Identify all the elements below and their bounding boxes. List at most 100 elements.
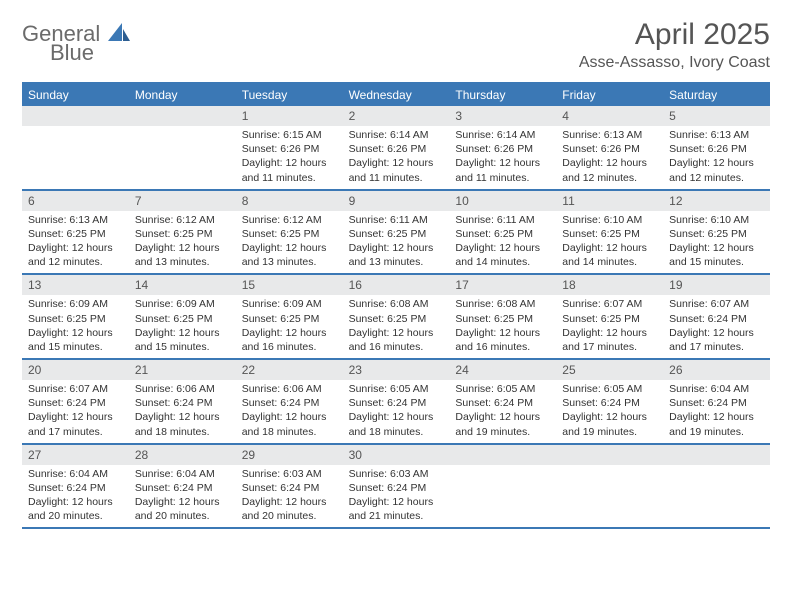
- day-info: Sunrise: 6:08 AMSunset: 6:25 PMDaylight:…: [343, 295, 450, 358]
- calendar-cell: 18Sunrise: 6:07 AMSunset: 6:25 PMDayligh…: [556, 275, 663, 358]
- brand-sail-icon: [108, 21, 130, 46]
- day-number: 6: [22, 191, 129, 211]
- day-info: Sunrise: 6:11 AMSunset: 6:25 PMDaylight:…: [343, 211, 450, 274]
- calendar-cell: .: [129, 106, 236, 189]
- title-block: April 2025 Asse-Assasso, Ivory Coast: [579, 18, 770, 72]
- weekday-header: Wednesday: [343, 84, 450, 106]
- calendar-cell: .: [22, 106, 129, 189]
- day-info: Sunrise: 6:06 AMSunset: 6:24 PMDaylight:…: [129, 380, 236, 443]
- calendar-week-row: 27Sunrise: 6:04 AMSunset: 6:24 PMDayligh…: [22, 445, 770, 530]
- day-info: Sunrise: 6:09 AMSunset: 6:25 PMDaylight:…: [236, 295, 343, 358]
- location-subtitle: Asse-Assasso, Ivory Coast: [579, 54, 770, 72]
- day-number: 3: [449, 106, 556, 126]
- day-number: 21: [129, 360, 236, 380]
- day-info: Sunrise: 6:12 AMSunset: 6:25 PMDaylight:…: [236, 211, 343, 274]
- day-info: Sunrise: 6:05 AMSunset: 6:24 PMDaylight:…: [343, 380, 450, 443]
- calendar-cell: 16Sunrise: 6:08 AMSunset: 6:25 PMDayligh…: [343, 275, 450, 358]
- calendar-cell: 29Sunrise: 6:03 AMSunset: 6:24 PMDayligh…: [236, 445, 343, 528]
- calendar-cell: 23Sunrise: 6:05 AMSunset: 6:24 PMDayligh…: [343, 360, 450, 443]
- day-info: Sunrise: 6:07 AMSunset: 6:24 PMDaylight:…: [22, 380, 129, 443]
- day-number: 9: [343, 191, 450, 211]
- day-number: 24: [449, 360, 556, 380]
- calendar-cell: 20Sunrise: 6:07 AMSunset: 6:24 PMDayligh…: [22, 360, 129, 443]
- weekday-header: Thursday: [449, 84, 556, 106]
- day-info: Sunrise: 6:10 AMSunset: 6:25 PMDaylight:…: [663, 211, 770, 274]
- day-info: Sunrise: 6:13 AMSunset: 6:25 PMDaylight:…: [22, 211, 129, 274]
- calendar-cell: 21Sunrise: 6:06 AMSunset: 6:24 PMDayligh…: [129, 360, 236, 443]
- calendar-week-row: 13 Sunrise: 6:09 AMSunset: 6:25 PMDayligh…: [22, 275, 770, 360]
- day-number: 13: [22, 275, 129, 295]
- day-info: Sunrise: 6:10 AMSunset: 6:25 PMDaylight:…: [556, 211, 663, 274]
- calendar-body: . . 1Sunrise: 6:15 AMSunset: 6:26 PMDayl…: [22, 106, 770, 529]
- day-number: 23: [343, 360, 450, 380]
- day-info: Sunrise: 6:05 AMSunset: 6:24 PMDaylight:…: [449, 380, 556, 443]
- day-info: Sunrise: 6:11 AMSunset: 6:25 PMDaylight:…: [449, 211, 556, 274]
- day-number: .: [449, 445, 556, 465]
- day-number: 11: [556, 191, 663, 211]
- day-number: 17: [449, 275, 556, 295]
- calendar-cell: 2Sunrise: 6:14 AMSunset: 6:26 PMDaylight…: [343, 106, 450, 189]
- brand-logo: General Blue: [22, 18, 130, 64]
- calendar-cell: 3Sunrise: 6:14 AMSunset: 6:26 PMDaylight…: [449, 106, 556, 189]
- day-info: Sunrise: 6:04 AMSunset: 6:24 PMDaylight:…: [22, 465, 129, 528]
- calendar-week-row: . . 1Sunrise: 6:15 AMSunset: 6:26 PMDayl…: [22, 106, 770, 191]
- day-number: 4: [556, 106, 663, 126]
- day-number: 16: [343, 275, 450, 295]
- calendar-cell: 28Sunrise: 6:04 AMSunset: 6:24 PMDayligh…: [129, 445, 236, 528]
- month-title: April 2025: [579, 18, 770, 52]
- day-info: Sunrise: 6:03 AMSunset: 6:24 PMDaylight:…: [343, 465, 450, 528]
- weekday-header: Friday: [556, 84, 663, 106]
- day-number: .: [22, 106, 129, 126]
- calendar-cell: 17Sunrise: 6:08 AMSunset: 6:25 PMDayligh…: [449, 275, 556, 358]
- calendar-cell: 9Sunrise: 6:11 AMSunset: 6:25 PMDaylight…: [343, 191, 450, 274]
- day-info: Sunrise: 6:05 AMSunset: 6:24 PMDaylight:…: [556, 380, 663, 443]
- calendar-week-row: 20Sunrise: 6:07 AMSunset: 6:24 PMDayligh…: [22, 360, 770, 445]
- day-info: Sunrise: 6:08 AMSunset: 6:25 PMDaylight:…: [449, 295, 556, 358]
- day-number: .: [129, 106, 236, 126]
- calendar-cell: .: [663, 445, 770, 528]
- calendar-cell: 19Sunrise: 6:07 AMSunset: 6:24 PMDayligh…: [663, 275, 770, 358]
- day-info: Sunrise: 6:04 AMSunset: 6:24 PMDaylight:…: [129, 465, 236, 528]
- day-info: Sunrise: 6:13 AMSunset: 6:26 PMDaylight:…: [663, 126, 770, 189]
- calendar-cell: 5Sunrise: 6:13 AMSunset: 6:26 PMDaylight…: [663, 106, 770, 189]
- day-number: 26: [663, 360, 770, 380]
- day-number: 20: [22, 360, 129, 380]
- day-number: 10: [449, 191, 556, 211]
- calendar-cell: 11Sunrise: 6:10 AMSunset: 6:25 PMDayligh…: [556, 191, 663, 274]
- day-number: 7: [129, 191, 236, 211]
- calendar-cell: 14Sunrise: 6:09 AMSunset: 6:25 PMDayligh…: [129, 275, 236, 358]
- day-info: Sunrise: 6:13 AMSunset: 6:26 PMDaylight:…: [556, 126, 663, 189]
- day-info: Sunrise: 6:03 AMSunset: 6:24 PMDaylight:…: [236, 465, 343, 528]
- day-number: 14: [129, 275, 236, 295]
- day-info: Sunrise: 6:14 AMSunset: 6:26 PMDaylight:…: [449, 126, 556, 189]
- day-number: 1: [236, 106, 343, 126]
- calendar-cell: 13Sunrise: 6:09 AMSunset: 6:25 PMDayligh…: [22, 275, 129, 358]
- weekday-header-row: SundayMondayTuesdayWednesdayThursdayFrid…: [22, 84, 770, 106]
- calendar-cell: 4Sunrise: 6:13 AMSunset: 6:26 PMDaylight…: [556, 106, 663, 189]
- day-number: .: [663, 445, 770, 465]
- calendar-cell: 24Sunrise: 6:05 AMSunset: 6:24 PMDayligh…: [449, 360, 556, 443]
- calendar-cell: 1Sunrise: 6:15 AMSunset: 6:26 PMDaylight…: [236, 106, 343, 189]
- calendar-cell: 10Sunrise: 6:11 AMSunset: 6:25 PMDayligh…: [449, 191, 556, 274]
- calendar-cell: 26Sunrise: 6:04 AMSunset: 6:24 PMDayligh…: [663, 360, 770, 443]
- day-number: 18: [556, 275, 663, 295]
- calendar-cell: 6Sunrise: 6:13 AMSunset: 6:25 PMDaylight…: [22, 191, 129, 274]
- weekday-header: Sunday: [22, 84, 129, 106]
- calendar-week-row: 6Sunrise: 6:13 AMSunset: 6:25 PMDaylight…: [22, 191, 770, 276]
- calendar: SundayMondayTuesdayWednesdayThursdayFrid…: [22, 82, 770, 529]
- weekday-header: Saturday: [663, 84, 770, 106]
- day-number: 2: [343, 106, 450, 126]
- day-number: 15: [236, 275, 343, 295]
- day-number: 25: [556, 360, 663, 380]
- calendar-cell: 7Sunrise: 6:12 AMSunset: 6:25 PMDaylight…: [129, 191, 236, 274]
- calendar-cell: 30Sunrise: 6:03 AMSunset: 6:24 PMDayligh…: [343, 445, 450, 528]
- calendar-cell: 27Sunrise: 6:04 AMSunset: 6:24 PMDayligh…: [22, 445, 129, 528]
- day-info: Sunrise: 6:12 AMSunset: 6:25 PMDaylight:…: [129, 211, 236, 274]
- day-number: 28: [129, 445, 236, 465]
- brand-text: General Blue: [22, 22, 130, 64]
- day-number: 29: [236, 445, 343, 465]
- day-number: 8: [236, 191, 343, 211]
- day-number: 19: [663, 275, 770, 295]
- day-info: Sunrise: 6:06 AMSunset: 6:24 PMDaylight:…: [236, 380, 343, 443]
- calendar-cell: 25Sunrise: 6:05 AMSunset: 6:24 PMDayligh…: [556, 360, 663, 443]
